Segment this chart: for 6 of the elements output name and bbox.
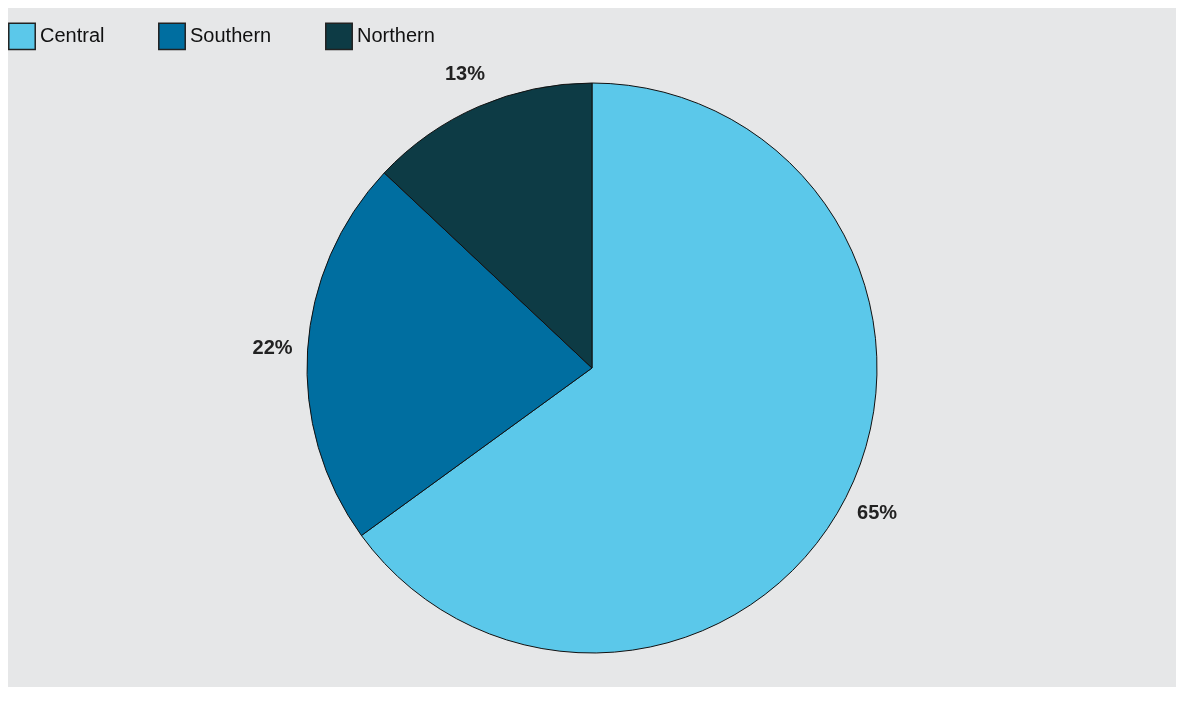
data-label: 13% xyxy=(444,62,486,85)
data-label: 22% xyxy=(252,335,293,358)
legend-label: Central xyxy=(40,24,105,47)
legend-label: Northern xyxy=(357,24,435,47)
legend-label: Southern xyxy=(190,24,272,47)
data-label: 65% xyxy=(857,501,898,524)
